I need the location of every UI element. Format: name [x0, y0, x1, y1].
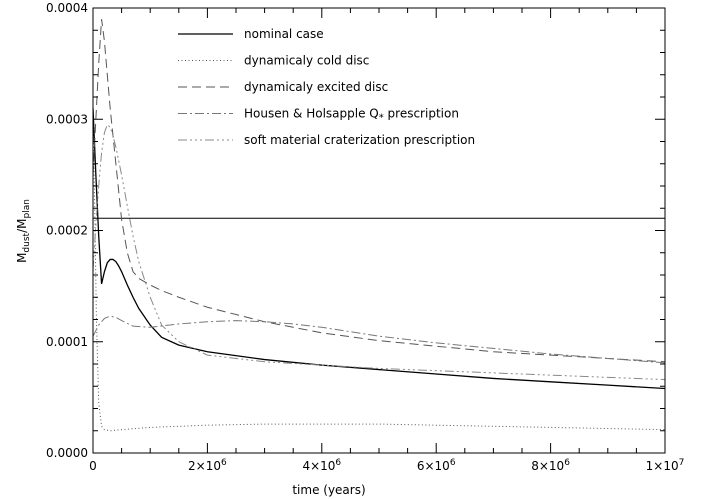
- y-tick-label: 0.0003: [46, 112, 88, 126]
- legend-label-3: Housen & Holsapple Q* prescription: [244, 107, 459, 124]
- legend-label-1: dynamicaly cold disc: [244, 54, 369, 68]
- x-axis-label: time (years): [292, 483, 365, 497]
- legend: nominal case dynamicaly cold disc dynamica…: [178, 27, 475, 147]
- legend-label-0: nominal case: [244, 27, 324, 41]
- axis-ticks: 0 2×106 4×106 6×106 8×106 1×107 0.0000 0.0001 0.…: [46, 1, 684, 473]
- y-tick-label: 0.0001: [46, 335, 88, 349]
- y-tick-label: 0.0004: [46, 1, 88, 15]
- y-axis-label: Mdust/Mplan: [15, 199, 32, 263]
- legend-label-2: dynamicaly excited disc: [244, 80, 388, 94]
- series-line-3: [93, 315, 665, 364]
- series-line-0: [93, 108, 665, 390]
- x-tick-label: 1×107: [646, 458, 685, 473]
- plot-area: [93, 19, 665, 432]
- series-line-4: [93, 123, 665, 381]
- series-line-2: [93, 19, 665, 363]
- x-tick-label: 0: [89, 459, 97, 473]
- x-tick-label: 2×106: [188, 458, 227, 473]
- y-tick-label: 0.0000: [46, 446, 88, 460]
- y-tick-label: 0.0002: [46, 224, 88, 238]
- legend-label-4: soft material craterization prescription: [244, 133, 475, 147]
- x-tick-label: 4×106: [302, 458, 341, 473]
- x-tick-label: 6×106: [417, 458, 456, 473]
- x-tick-label: 8×106: [531, 458, 570, 473]
- series-line-1: [93, 108, 665, 432]
